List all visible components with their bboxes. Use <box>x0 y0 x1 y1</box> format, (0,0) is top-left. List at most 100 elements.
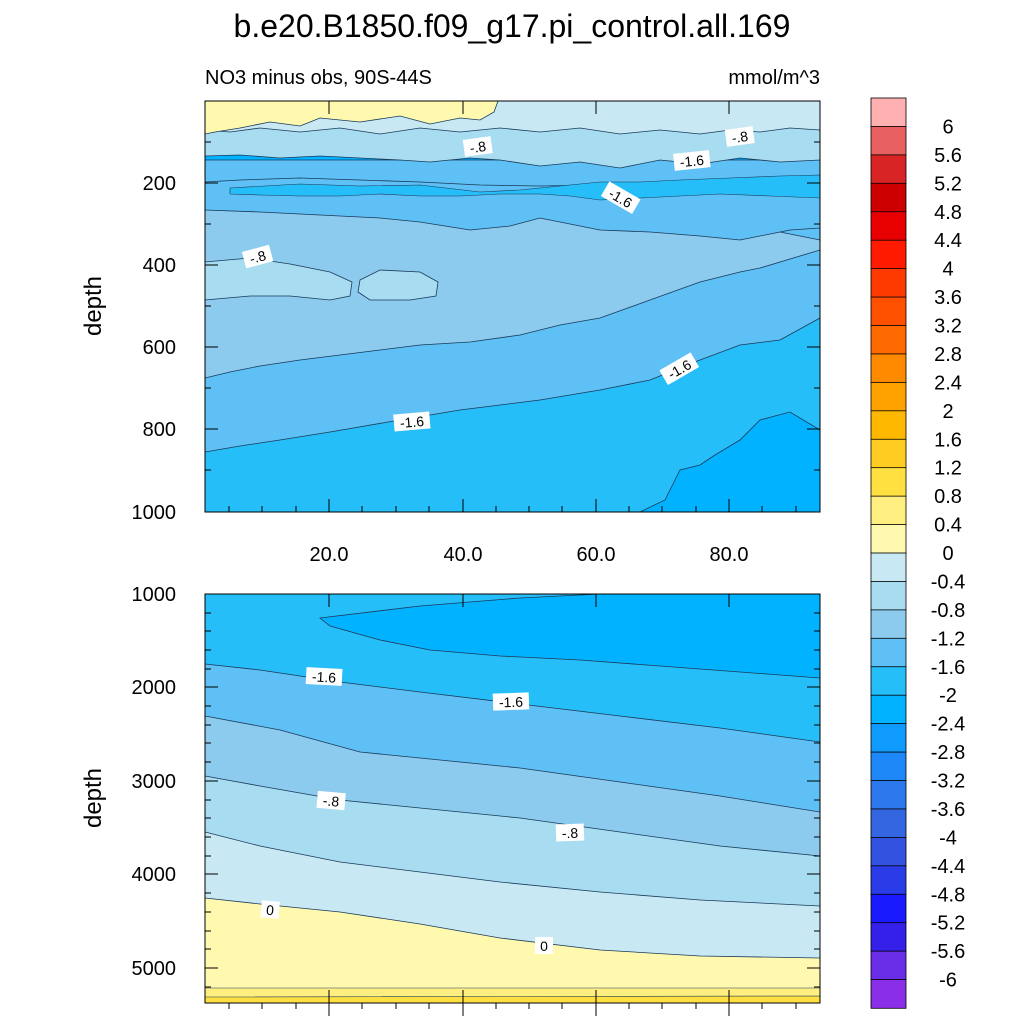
colorbar-label: -1.6 <box>931 657 965 679</box>
contour-label: 0 <box>260 900 280 919</box>
colorbar-swatch <box>870 666 907 696</box>
svg-text:-.8: -.8 <box>469 138 488 156</box>
colorbar-swatch <box>870 495 907 526</box>
colorbar-label: 4.4 <box>934 230 962 252</box>
colorbar-swatch <box>870 410 907 440</box>
colorbar-label: -5.6 <box>931 941 965 963</box>
upper-x-axis <box>228 101 797 512</box>
x-tick-label: 80.0 <box>710 544 749 566</box>
lower-y-axis-label: depth <box>80 768 107 828</box>
y-tick-label: 1000 <box>132 502 177 524</box>
colorbar-swatch <box>870 865 907 895</box>
lower-x-axis <box>228 594 797 1016</box>
colorbar-swatch <box>870 723 907 753</box>
lower-plot-frame <box>204 593 821 1004</box>
panel-subtitle-right: mmol/m^3 <box>728 67 820 89</box>
upper-fill-zero-band <box>205 101 499 135</box>
colorbar-label: -1.2 <box>931 628 965 650</box>
colorbar-label: -4 <box>939 827 957 849</box>
svg-text:-1.6: -1.6 <box>499 694 524 711</box>
upper-y-tick-labels: 200 400 600 800 1000 <box>132 173 177 524</box>
colorbar-swatch <box>870 296 907 327</box>
lower-fill-positive-deep <box>205 995 820 1003</box>
colorbar-label: 1.6 <box>934 429 962 451</box>
colorbar-label: -4.4 <box>931 856 965 878</box>
svg-text:-.8: -.8 <box>248 247 268 267</box>
colorbar-label: 5.6 <box>934 145 962 167</box>
y-tick-label: 1000 <box>132 584 177 606</box>
contour-label: -.8 <box>724 126 755 147</box>
upper-fill-m08-lens-2 <box>357 269 439 301</box>
svg-text:-.8: -.8 <box>562 825 579 842</box>
svg-text:0: 0 <box>266 902 275 919</box>
colorbar-swatch <box>870 950 907 981</box>
colorbar-swatch <box>870 751 907 782</box>
contour-label: -.8 <box>462 136 493 157</box>
svg-text:-1.6: -1.6 <box>679 152 705 170</box>
colorbar-label: -5.2 <box>931 913 965 935</box>
colorbar-swatch <box>870 97 907 128</box>
figure-title: b.e20.B1850.f09_g17.pi_control.all.169 <box>234 8 791 44</box>
panel-subtitle-left: NO3 minus obs, 90S-44S <box>205 67 432 89</box>
upper-contour-panel <box>205 101 820 512</box>
colorbar-swatch <box>870 381 907 412</box>
upper-fill-m08-lens <box>205 257 353 301</box>
x-tick-label: 60.0 <box>577 544 616 566</box>
colorbar-swatch <box>870 239 907 270</box>
y-tick-label: 5000 <box>132 958 177 980</box>
colorbar-label: 1.2 <box>934 458 962 480</box>
colorbar-swatch <box>870 325 907 355</box>
colorbar-swatch <box>870 182 907 213</box>
upper-x-tick-labels: 20.0 40.0 60.0 80.0 <box>310 544 749 566</box>
colorbar-swatch <box>870 893 907 924</box>
colorbar-swatch <box>870 126 907 156</box>
x-tick-label: 40.0 <box>444 544 483 566</box>
colorbar-label: -3.6 <box>931 799 965 821</box>
colorbar-swatch <box>870 979 907 1009</box>
colorbar-label: -4.8 <box>931 884 965 906</box>
colorbar-label: -6 <box>939 970 957 992</box>
colorbar-label: -3.2 <box>931 771 965 793</box>
lower-fill-m24 <box>319 594 820 679</box>
colorbar-label: -2.8 <box>931 742 965 764</box>
contour-label: -1.6 <box>673 150 711 171</box>
colorbar-label: 0 <box>942 543 953 565</box>
svg-text:-1.6: -1.6 <box>312 668 337 685</box>
colorbar-swatch <box>870 808 907 839</box>
colorbar-swatch <box>870 780 907 810</box>
colorbar-swatch <box>870 694 907 725</box>
y-tick-label: 200 <box>143 173 176 195</box>
y-tick-label: 800 <box>143 419 176 441</box>
contour-label: -1.6 <box>393 411 431 432</box>
colorbar-label: 5.2 <box>934 173 962 195</box>
upper-fill-m2-patch <box>229 174 820 201</box>
colorbar-swatch <box>870 922 907 952</box>
colorbar-label: -0.4 <box>931 571 965 593</box>
lower-y-tick-labels: 1000 2000 3000 4000 5000 <box>132 584 177 980</box>
y-tick-label: 600 <box>143 337 176 359</box>
colorbar-label: 4 <box>942 259 953 281</box>
colorbar-label: -0.8 <box>931 600 965 622</box>
colorbar-label: -2.4 <box>931 714 965 736</box>
colorbar-label: 2.8 <box>934 344 962 366</box>
lower-contour-panel <box>205 594 820 1003</box>
colorbar-label: 4.8 <box>934 202 962 224</box>
colorbar-swatch <box>870 637 907 668</box>
contour-label: 0 <box>535 937 553 954</box>
colorbar-label: 0.8 <box>934 486 962 508</box>
svg-text:0: 0 <box>540 938 548 954</box>
y-tick-label: 2000 <box>132 677 177 699</box>
colorbar-label: 6 <box>942 116 953 138</box>
svg-text:-.8: -.8 <box>322 792 340 809</box>
colorbar-swatch <box>870 353 907 384</box>
colorbar-swatch <box>870 524 907 554</box>
colorbar-label: 3.2 <box>934 316 962 338</box>
colorbar: 6 5.6 5.2 4.8 4.4 4 3.6 3.2 2.8 2.4 2 1.6 1.2 0.8 0.4 0… <box>870 97 965 1009</box>
colorbar-swatch <box>870 552 907 583</box>
colorbar-swatch <box>870 836 907 867</box>
colorbar-label: 2.4 <box>934 372 962 394</box>
svg-text:-.8: -.8 <box>731 128 750 146</box>
colorbar-label: 0.4 <box>934 515 962 537</box>
y-tick-label: 3000 <box>132 771 177 793</box>
